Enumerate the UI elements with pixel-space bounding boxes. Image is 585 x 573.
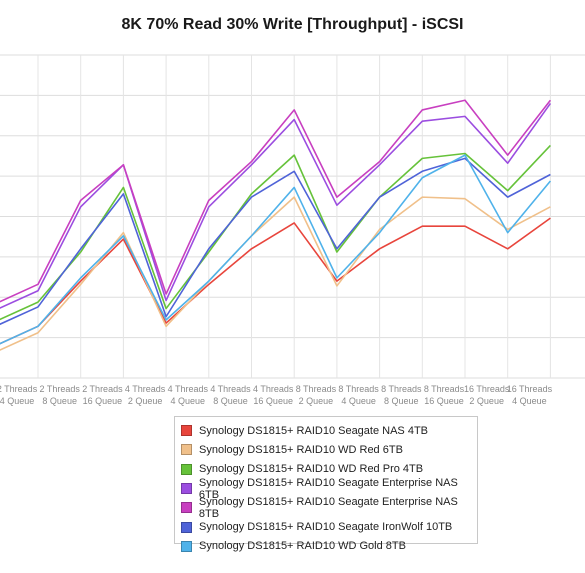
chart-legend: Synology DS1815+ RAID10 Seagate NAS 4TB S… xyxy=(174,416,478,552)
x-tick-label: 8 Queue xyxy=(213,396,248,406)
legend-label: Synology DS1815+ RAID10 Seagate Enterpri… xyxy=(198,495,458,520)
x-tick-label: 4 Threads xyxy=(168,384,209,394)
x-tick-label: 4 Queue xyxy=(171,396,206,406)
legend-item: Synology DS1815+ RAID10 Seagate Enterpri… xyxy=(181,476,477,501)
x-tick-label: 4 Threads xyxy=(253,384,294,394)
series-line-3 xyxy=(0,102,552,309)
line-chart: 2 Threads 4 Queue 2 Threads 8 Queue 2 Thread… xyxy=(0,54,585,406)
legend-label: Synology DS1815+ RAID10 Seagate Enterpri… xyxy=(198,476,458,501)
chart-title: 8K 70% Read 30% Write [Throughput] - iSC… xyxy=(121,16,464,33)
x-tick-label: 8 Threads xyxy=(296,384,337,394)
x-tick-label: 2 Threads xyxy=(0,384,38,394)
x-tick-label: 4 Threads xyxy=(210,384,251,394)
x-tick-label: 16 Threads xyxy=(464,384,510,394)
series-line-0 xyxy=(0,217,551,345)
legend-item: Synology DS1815+ RAID10 WD Red 6TB xyxy=(181,440,477,459)
legend-swatch xyxy=(181,425,192,437)
x-tick-label: 8 Threads xyxy=(381,384,422,394)
series-line-1 xyxy=(0,196,551,351)
x-tick-label: 8 Threads xyxy=(338,384,379,394)
x-tick-label: 2 Queue xyxy=(299,396,334,406)
x-tick-label: 2 Threads xyxy=(82,384,123,394)
x-tick-label: 16 Queue xyxy=(253,396,293,406)
legend-swatch xyxy=(181,540,192,552)
legend-swatch xyxy=(181,502,192,514)
x-tick-label: 4 Queue xyxy=(512,396,547,406)
legend-item: Synology DS1815+ RAID10 WD Red Pro 4TB xyxy=(181,460,477,479)
x-tick-label: 8 Queue xyxy=(384,396,419,406)
legend-label: Synology DS1815+ RAID10 WD Red 6TB xyxy=(199,443,403,456)
x-tick-label: 16 Queue xyxy=(424,396,464,406)
x-tick-label: 16 Queue xyxy=(83,396,123,406)
legend-item: Synology DS1815+ RAID10 Seagate Enterpri… xyxy=(181,495,477,520)
x-tick-label: 4 Queue xyxy=(341,396,376,406)
x-tick-label: 8 Queue xyxy=(42,396,77,406)
legend-swatch xyxy=(181,521,192,533)
legend-item: Synology DS1815+ RAID10 Seagate IronWolf… xyxy=(181,517,477,536)
legend-swatch xyxy=(181,483,192,495)
legend-item: Synology DS1815+ RAID10 WD Gold 8TB xyxy=(181,537,477,556)
x-tick-label: 2 Threads xyxy=(40,384,81,394)
series-line-2 xyxy=(0,144,551,321)
x-tick-label: 2 Queue xyxy=(469,396,504,406)
legend-label: Synology DS1815+ RAID10 Seagate IronWolf… xyxy=(199,521,453,534)
legend-label: Synology DS1815+ RAID10 WD Red Pro 4TB xyxy=(199,463,424,476)
legend-label: Synology DS1815+ RAID10 WD Gold 8TB xyxy=(199,540,406,553)
x-tick-label: 4 Threads xyxy=(125,384,166,394)
legend-label: Synology DS1815+ RAID10 Seagate NAS 4TB xyxy=(199,424,428,437)
x-tick-label: 2 Queue xyxy=(128,396,163,406)
legend-swatch xyxy=(181,444,192,456)
series-line-4 xyxy=(0,99,552,303)
x-tick-label: 16 Threads xyxy=(507,384,553,394)
series-line-6 xyxy=(0,154,552,345)
legend-swatch xyxy=(181,463,192,475)
series-line-5 xyxy=(0,157,551,326)
x-tick-label: 4 Queue xyxy=(0,396,34,406)
legend-item: Synology DS1815+ RAID10 Seagate NAS 4TB xyxy=(181,421,477,440)
x-tick-label: 8 Threads xyxy=(424,384,465,394)
